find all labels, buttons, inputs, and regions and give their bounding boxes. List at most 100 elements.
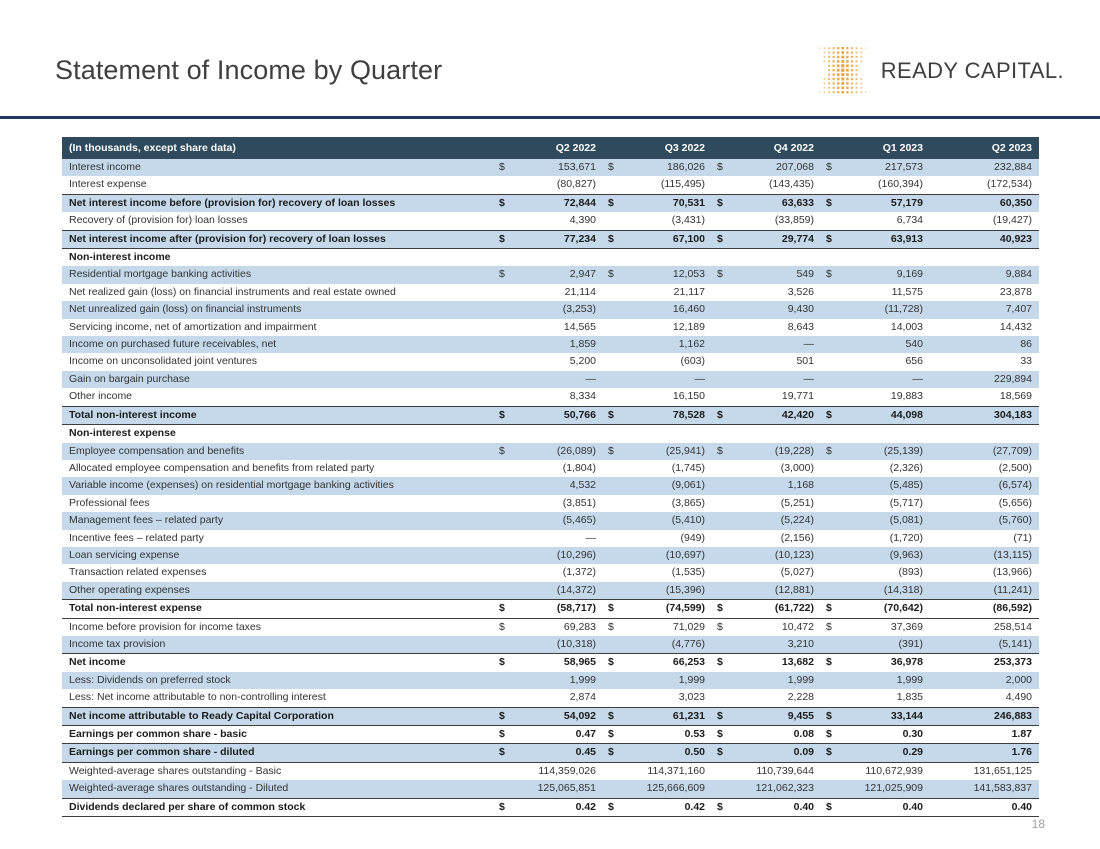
row-value: (1,372) — [562, 566, 596, 579]
row-value: (14,372) — [556, 583, 596, 596]
row-currency-symbol: $ — [712, 706, 734, 726]
row-currency-symbol — [494, 301, 516, 318]
row-value: 60,350 — [952, 193, 1039, 213]
table-row: Total non-interest income $50,766 $78,528 $… — [62, 405, 1039, 425]
row-value: (3,000) — [780, 461, 814, 474]
row-value: (172,534) — [987, 178, 1032, 191]
row-currency-symbol — [494, 780, 516, 798]
row-currency-symbol — [494, 424, 516, 443]
row-value: (5,081) — [889, 514, 923, 527]
row-currency-symbol — [930, 564, 952, 581]
row-value: 19,771 — [781, 390, 814, 403]
table-header-currency-spacer-1 — [494, 137, 516, 159]
row-value: 4,532 — [569, 479, 596, 492]
row-value: 9,884 — [1005, 268, 1032, 281]
row-value: 9,169 — [896, 268, 923, 281]
row-currency-symbol: $ — [826, 161, 832, 173]
row-currency-symbol — [603, 212, 625, 230]
row-currency-symbol — [712, 460, 734, 477]
row-currency-symbol — [494, 512, 516, 529]
row-currency-symbol: $ — [821, 653, 843, 672]
row-currency-symbol — [930, 653, 952, 672]
row-currency-symbol — [603, 353, 625, 370]
row-value: 1.87 — [952, 724, 1039, 744]
row-currency-symbol — [712, 388, 734, 406]
row-currency-symbol: $ — [603, 599, 625, 619]
row-value: 1,999 — [678, 673, 705, 686]
table-row: Transaction related expenses (1,372) (1,53… — [62, 564, 1039, 582]
row-label: Income tax provision — [69, 637, 166, 650]
row-value: 549 — [796, 268, 814, 281]
income-statement-table-container: (In thousands, except share data) Q2 2022… — [62, 137, 1039, 818]
row-value: (3,851) — [562, 496, 596, 509]
row-currency-symbol — [821, 761, 843, 781]
row-label: Net income attributable to Ready Capital… — [62, 706, 494, 726]
row-currency-symbol — [603, 424, 625, 443]
row-value: 1,999 — [569, 673, 596, 686]
row-currency-symbol: $ — [821, 229, 843, 249]
row-value: 58,965 — [516, 653, 603, 672]
row-value: 229,894 — [994, 372, 1032, 385]
row-value: 656 — [905, 355, 923, 368]
row-currency-symbol — [494, 495, 516, 512]
table-row: Income before provision for income taxes… — [62, 617, 1039, 636]
row-value: 23,878 — [999, 285, 1032, 298]
row-value: 304,183 — [952, 405, 1039, 425]
brand-logo-text: READY CAPITAL. — [880, 58, 1064, 83]
row-value: 42,420 — [734, 405, 821, 425]
row-value: (6,574) — [998, 479, 1032, 492]
row-currency-symbol: $ — [712, 405, 734, 425]
table-header-units-label: (In thousands, except share data) — [69, 142, 236, 154]
row-value: 121,062,323 — [755, 782, 814, 795]
row-currency-symbol: $ — [608, 161, 614, 173]
row-value: (1,535) — [671, 566, 705, 579]
row-currency-symbol: $ — [603, 797, 625, 818]
row-value: 3,210 — [787, 637, 814, 650]
row-currency-symbol: $ — [603, 229, 625, 249]
row-currency-symbol — [930, 193, 952, 213]
row-value: 131,651,125 — [952, 761, 1039, 781]
row-currency-symbol — [494, 636, 516, 654]
table-row: Incentive fees – related party — (949) (2,1… — [62, 529, 1039, 547]
row-currency-symbol: $ — [821, 706, 843, 726]
table-row: Earnings per common share - diluted $0.45… — [62, 743, 1039, 763]
row-value: (9,061) — [671, 479, 705, 492]
row-value — [516, 424, 603, 443]
row-currency-symbol: $ — [494, 617, 516, 636]
row-value: 207,068 — [776, 161, 814, 173]
row-value: 2,228 — [787, 691, 814, 704]
row-value: (61,722) — [734, 599, 821, 619]
row-currency-symbol — [603, 761, 625, 781]
row-value: 0.40 — [734, 797, 821, 818]
row-label: Net interest income before (provision fo… — [62, 193, 494, 213]
row-value: (10,318) — [556, 637, 596, 650]
row-currency-symbol — [712, 284, 734, 301]
column-header-q4-2022: Q4 2022 — [773, 142, 814, 154]
row-currency-symbol — [930, 371, 952, 388]
row-value: 141,583,837 — [973, 782, 1032, 795]
table-row: Dividends declared per share of common s… — [62, 797, 1039, 818]
row-currency-symbol: $ — [712, 229, 734, 249]
row-value: 37,369 — [843, 617, 930, 636]
table-row: Income on unconsolidated joint ventures 5… — [62, 353, 1039, 371]
row-value: (1,804) — [562, 461, 596, 474]
row-value: (3,865) — [671, 496, 705, 509]
row-value: 16,460 — [672, 303, 705, 316]
table-row: Variable income (expenses) on residentia… — [62, 477, 1039, 495]
title-divider — [0, 116, 1100, 119]
row-value: (5,251) — [780, 496, 814, 509]
row-currency-symbol — [603, 582, 625, 600]
row-currency-symbol — [930, 672, 952, 689]
row-currency-symbol — [930, 477, 952, 494]
row-currency-symbol — [930, 284, 952, 301]
row-currency-symbol — [930, 797, 952, 818]
row-currency-symbol — [712, 371, 734, 388]
row-value: (26,089) — [556, 444, 596, 457]
row-currency-symbol — [603, 248, 625, 267]
row-currency-symbol: $ — [821, 724, 843, 744]
row-currency-symbol — [821, 689, 843, 707]
row-value: (5,141) — [998, 637, 1032, 650]
row-value — [843, 248, 930, 267]
row-currency-symbol — [930, 388, 952, 406]
row-value: 44,098 — [843, 405, 930, 425]
